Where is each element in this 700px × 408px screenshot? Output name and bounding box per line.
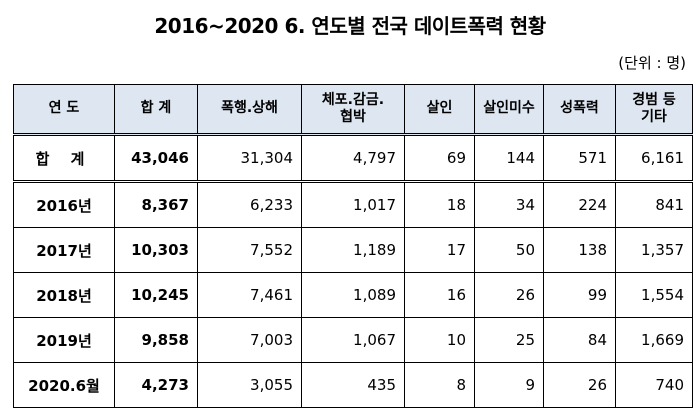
cell-assault: 3,055: [197, 362, 302, 408]
cell-total: 9,858: [114, 317, 198, 363]
header-year: 연 도: [13, 84, 115, 136]
unit-label: (단위 : 명): [618, 54, 686, 72]
cell-assault: 6,233: [197, 181, 302, 228]
cell-attempted-murder: 9: [474, 362, 544, 408]
table-row-2016: 2016년 8,367 6,233 1,017 18 34 224 841: [13, 181, 693, 228]
cell-total: 4,273: [114, 362, 198, 408]
cell-total: 8,367: [114, 181, 198, 228]
header-assault-injury: 폭행.상해: [197, 84, 302, 136]
cell-murder: 8: [404, 362, 475, 408]
cell-sexual-violence: 99: [543, 272, 616, 318]
cell-sexual-violence: 571: [543, 134, 616, 183]
header-total: 합 계: [114, 84, 198, 136]
cell-attempted-murder: 144: [474, 134, 544, 183]
cell-arrest: 1,189: [301, 227, 405, 273]
cell-assault: 7,552: [197, 227, 302, 273]
cell-sexual-violence: 84: [543, 317, 616, 363]
cell-attempted-murder: 34: [474, 181, 544, 228]
row-label: 합 계: [13, 134, 115, 183]
header-minor-offenses-etc: 경범 등 기타: [615, 84, 693, 136]
header-attempted-murder: 살인미수: [474, 84, 544, 136]
cell-total: 10,245: [114, 272, 198, 318]
cell-sexual-violence: 26: [543, 362, 616, 408]
cell-arrest: 1,017: [301, 181, 405, 228]
cell-arrest: 1,067: [301, 317, 405, 363]
row-label: 2016년: [13, 181, 115, 228]
dating-violence-table: 연 도 합 계 폭행.상해 체포.감금. 협박 살인 살인미수 성폭력 경범 등…: [13, 84, 693, 408]
header-sexual-violence: 성폭력: [543, 84, 616, 136]
cell-attempted-murder: 25: [474, 317, 544, 363]
cell-total: 10,303: [114, 227, 198, 273]
row-label: 2020.6월: [13, 362, 115, 408]
cell-assault: 31,304: [197, 134, 302, 183]
cell-other: 1,554: [615, 272, 693, 318]
cell-sexual-violence: 138: [543, 227, 616, 273]
cell-murder: 16: [404, 272, 475, 318]
cell-murder: 17: [404, 227, 475, 273]
cell-other: 740: [615, 362, 693, 408]
cell-other: 6,161: [615, 134, 693, 183]
cell-other: 841: [615, 181, 693, 228]
cell-sexual-violence: 224: [543, 181, 616, 228]
cell-assault: 7,461: [197, 272, 302, 318]
table-header-row: 연 도 합 계 폭행.상해 체포.감금. 협박 살인 살인미수 성폭력 경범 등…: [13, 84, 693, 136]
cell-murder: 69: [404, 134, 475, 183]
cell-other: 1,357: [615, 227, 693, 273]
table-row-2017: 2017년 10,303 7,552 1,189 17 50 138 1,357: [13, 227, 693, 273]
cell-murder: 18: [404, 181, 475, 228]
cell-attempted-murder: 26: [474, 272, 544, 318]
page-title: 2016~2020 6. 연도별 전국 데이트폭력 현황: [154, 14, 546, 38]
cell-attempted-murder: 50: [474, 227, 544, 273]
table-row-2019: 2019년 9,858 7,003 1,067 10 25 84 1,669: [13, 317, 693, 363]
table-row-2018: 2018년 10,245 7,461 1,089 16 26 99 1,554: [13, 272, 693, 318]
header-murder: 살인: [404, 84, 475, 136]
cell-assault: 7,003: [197, 317, 302, 363]
table-row-2020-june: 2020.6월 4,273 3,055 435 8 9 26 740: [13, 362, 693, 408]
table-row-total: 합 계 43,046 31,304 4,797 69 144 571 6,161: [13, 134, 693, 183]
row-label: 2019년: [13, 317, 115, 363]
cell-total: 43,046: [114, 134, 198, 183]
row-label: 2018년: [13, 272, 115, 318]
cell-arrest: 1,089: [301, 272, 405, 318]
cell-murder: 10: [404, 317, 475, 363]
header-arrest-confinement-threat: 체포.감금. 협박: [301, 84, 405, 136]
row-label: 2017년: [13, 227, 115, 273]
cell-arrest: 4,797: [301, 134, 405, 183]
cell-other: 1,669: [615, 317, 693, 363]
cell-arrest: 435: [301, 362, 405, 408]
